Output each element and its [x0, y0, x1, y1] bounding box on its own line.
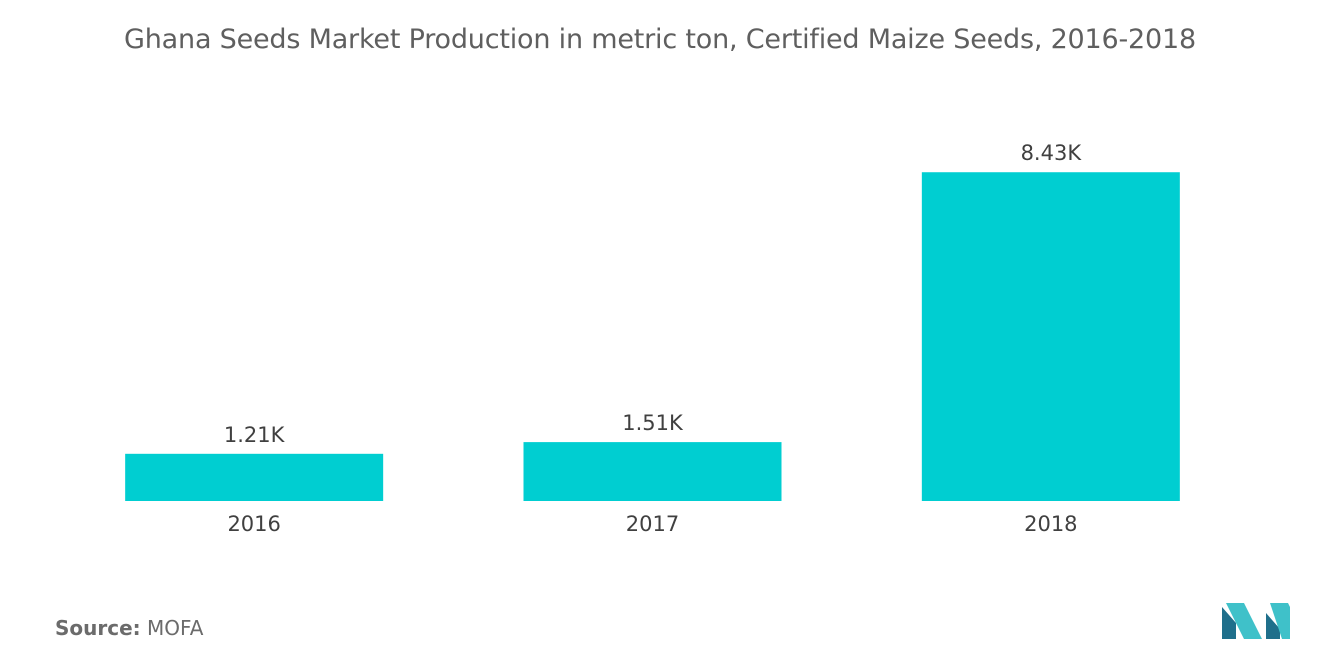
bar-2017	[523, 442, 782, 501]
source-note: Source: MOFA	[55, 616, 203, 640]
x-tick-label-2018: 2018	[1024, 512, 1077, 536]
bar-2016	[125, 453, 384, 501]
source-value: MOFA	[147, 616, 204, 640]
x-tick-label-2017: 2017	[626, 512, 679, 536]
data-label-2017: 1.51K	[622, 411, 684, 435]
data-label-2016: 1.21K	[224, 423, 286, 447]
x-tick-label-2016: 2016	[227, 512, 280, 536]
data-labels-layer: 1.21K 1.51K 8.43K	[224, 141, 1082, 447]
bars-layer	[125, 172, 1180, 502]
mordor-logo-icon	[1222, 603, 1290, 639]
bar-2018	[921, 172, 1180, 502]
data-label-2018: 8.43K	[1021, 141, 1083, 165]
x-tick-labels-layer: 2016 2017 2018	[227, 512, 1077, 536]
source-label: Source:	[55, 616, 141, 640]
chart-title: Ghana Seeds Market Production in metric …	[124, 24, 1196, 55]
